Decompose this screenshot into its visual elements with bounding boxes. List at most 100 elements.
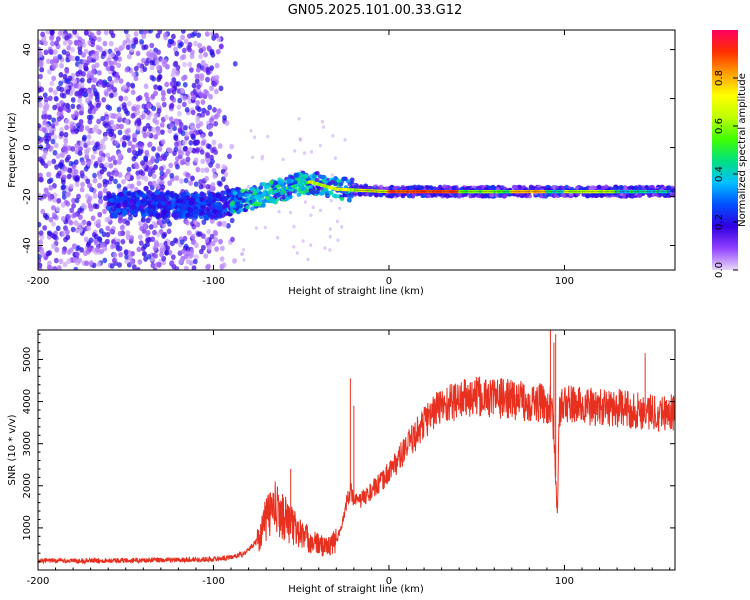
noise-blob — [84, 154, 90, 160]
noise-blob — [175, 163, 180, 170]
noise-blob — [190, 32, 195, 38]
noise-blob — [200, 99, 206, 105]
noise-blob — [111, 238, 116, 245]
colorbar-tick-label: 0.4 — [714, 166, 725, 182]
noise-blob — [74, 143, 80, 149]
noise-blob — [49, 80, 55, 87]
noise-blob — [102, 257, 108, 264]
track-blob — [328, 190, 334, 196]
noise-blob — [47, 160, 52, 166]
noise-blob — [55, 36, 61, 42]
noise-blob — [218, 85, 224, 92]
noise-blob — [203, 88, 208, 95]
noise-blob — [65, 51, 71, 57]
noise-blob — [97, 79, 103, 85]
noise-blob — [171, 97, 177, 103]
noise-blob — [73, 39, 79, 46]
noise-blob — [38, 230, 44, 236]
noise-blob — [165, 168, 171, 175]
noise-blob — [145, 131, 151, 137]
noise-blob — [45, 143, 51, 149]
colorbar-gradient — [712, 30, 738, 270]
noise-blob — [58, 80, 64, 87]
noise-blob — [224, 120, 230, 126]
noise-blob — [190, 109, 196, 116]
noise-blob — [69, 124, 75, 130]
noise-blob — [90, 38, 96, 45]
noise-blob — [102, 40, 108, 47]
track-blob — [188, 197, 194, 204]
noise-blob — [201, 107, 207, 114]
track-blob — [253, 201, 259, 206]
noise-blob — [140, 217, 146, 223]
noise-blob — [210, 147, 215, 154]
noise-blob — [183, 38, 189, 45]
track-blob — [199, 191, 205, 197]
noise-blob — [45, 30, 51, 35]
noise-blob — [124, 66, 130, 73]
noise-blob — [175, 155, 180, 162]
noise-blob — [133, 31, 139, 37]
noise-blob — [107, 75, 113, 82]
noise-blob — [97, 182, 102, 189]
noise-blob — [266, 134, 270, 139]
noise-blob — [123, 108, 129, 114]
noise-blob — [167, 221, 172, 227]
track-blob — [658, 192, 664, 197]
noise-blob — [208, 131, 213, 137]
track-blob — [546, 192, 552, 197]
noise-blob — [155, 231, 161, 238]
noise-blob — [61, 174, 67, 181]
noise-blob — [38, 73, 43, 80]
track-blob — [115, 203, 121, 209]
noise-blob — [194, 73, 200, 80]
noise-blob — [192, 219, 198, 225]
noise-blob — [137, 220, 143, 227]
noise-blob — [151, 76, 157, 82]
noise-blob — [177, 97, 183, 104]
noise-blob — [56, 265, 62, 270]
track-blob — [560, 192, 566, 198]
noise-blob — [84, 148, 90, 154]
noise-blob — [71, 197, 76, 204]
noise-blob — [155, 184, 161, 190]
noise-blob — [173, 135, 179, 142]
noise-blob — [102, 208, 107, 215]
track-blob — [341, 176, 346, 182]
noise-blob — [95, 102, 101, 109]
track-blob — [333, 194, 339, 199]
noise-blob — [79, 77, 85, 84]
noise-blob — [70, 146, 76, 152]
noise-blob — [149, 184, 155, 191]
noise-blob — [44, 103, 50, 110]
noise-blob — [61, 183, 67, 190]
noise-blob — [69, 207, 75, 214]
noise-blob — [131, 43, 136, 49]
colorbar-tick-label: 0.6 — [714, 118, 725, 134]
noise-blob — [143, 155, 149, 161]
noise-blob — [101, 231, 107, 238]
noise-blob — [140, 160, 145, 166]
noise-blob — [43, 96, 49, 103]
track-blob — [176, 198, 182, 204]
noise-blob — [38, 239, 43, 246]
noise-blob — [90, 140, 96, 146]
track-blob — [241, 198, 246, 203]
track-blob — [170, 202, 176, 208]
noise-blob — [91, 247, 97, 253]
noise-blob — [144, 185, 149, 192]
track-blob — [244, 192, 250, 198]
noise-blob — [197, 42, 203, 49]
track-blob — [106, 201, 112, 207]
track-blob — [603, 184, 609, 189]
noise-blob — [205, 110, 211, 116]
x-tick-label: 100 — [555, 276, 574, 287]
noise-blob — [218, 238, 223, 245]
noise-blob — [105, 65, 111, 72]
noise-blob — [62, 261, 68, 268]
noise-blob — [192, 258, 198, 265]
noise-blob — [223, 171, 229, 178]
noise-blob — [123, 95, 129, 102]
noise-blob — [200, 167, 205, 174]
noise-blob — [163, 32, 168, 38]
